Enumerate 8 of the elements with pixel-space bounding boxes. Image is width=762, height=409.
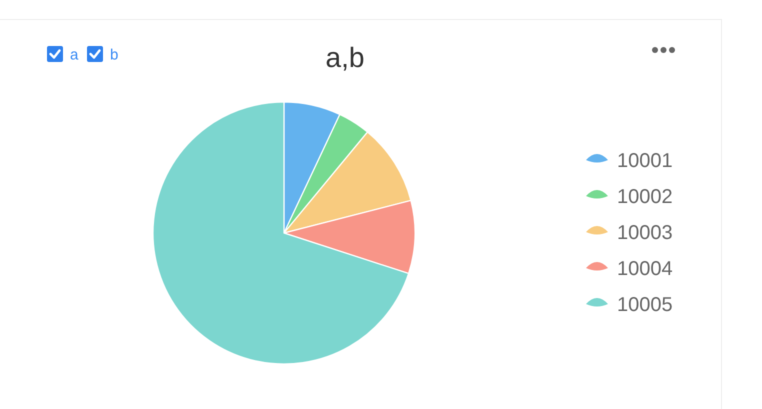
text: a	[70, 46, 79, 64]
legend-label: 10002	[617, 186, 673, 208]
chart-title: a,b	[326, 42, 364, 73]
legend-label: 10004	[617, 258, 673, 280]
legend-label: 10001	[617, 150, 673, 172]
legend-label: 10005	[617, 294, 673, 316]
text: b	[110, 46, 118, 64]
legend-label: 10003	[617, 222, 673, 244]
